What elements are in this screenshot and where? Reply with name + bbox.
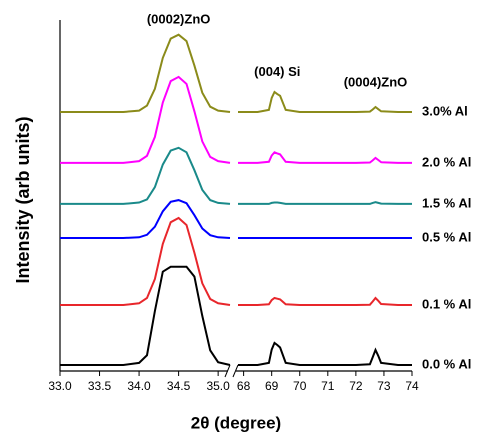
x-tick-label: 74 xyxy=(405,379,419,393)
x-tick-label: 34.0 xyxy=(127,379,151,393)
axis-break xyxy=(224,364,231,378)
series-label: 0.5 % Al xyxy=(422,229,471,244)
peak-annotation: (0002)ZnO xyxy=(147,11,211,26)
y-axis-label: Intensity (arb units) xyxy=(13,116,33,283)
peak-annotation: (004) Si xyxy=(254,64,300,79)
x-tick-label: 73 xyxy=(377,379,391,393)
series-label: 0.1 % Al xyxy=(422,296,471,311)
spectrum-line xyxy=(238,90,412,113)
spectrum-line xyxy=(60,75,231,164)
spectrum-line xyxy=(60,199,231,239)
spectrum-line xyxy=(60,146,231,205)
x-tick-label: 71 xyxy=(321,379,335,393)
series-label: 0.0 % Al xyxy=(422,356,471,371)
series-label: 3.0% Al xyxy=(422,103,468,118)
spectrum-line xyxy=(238,296,412,306)
x-tick-label: 33.5 xyxy=(88,379,112,393)
x-tick-label: 33.0 xyxy=(48,379,72,393)
x-tick-label: 70 xyxy=(293,379,307,393)
x-tick-label: 34.5 xyxy=(167,379,191,393)
spectrum-line xyxy=(238,151,412,164)
x-axis-label: 2θ (degree) xyxy=(191,413,281,432)
spectrum-line xyxy=(60,216,231,306)
axis-break xyxy=(232,364,239,378)
x-tick-label: 69 xyxy=(265,379,279,393)
series-label: 1.5 % Al xyxy=(422,195,471,210)
spectrum-line xyxy=(60,265,231,366)
x-tick-label: 68 xyxy=(237,379,251,393)
peak-annotation: (0004)ZnO xyxy=(344,75,408,90)
x-tick-label: 72 xyxy=(349,379,363,393)
spectrum-line xyxy=(238,201,412,205)
x-tick-label: 35.0 xyxy=(206,379,230,393)
spectrum-line xyxy=(60,33,231,113)
series-label: 2.0 % Al xyxy=(422,154,471,169)
spectrum-line xyxy=(238,341,412,366)
